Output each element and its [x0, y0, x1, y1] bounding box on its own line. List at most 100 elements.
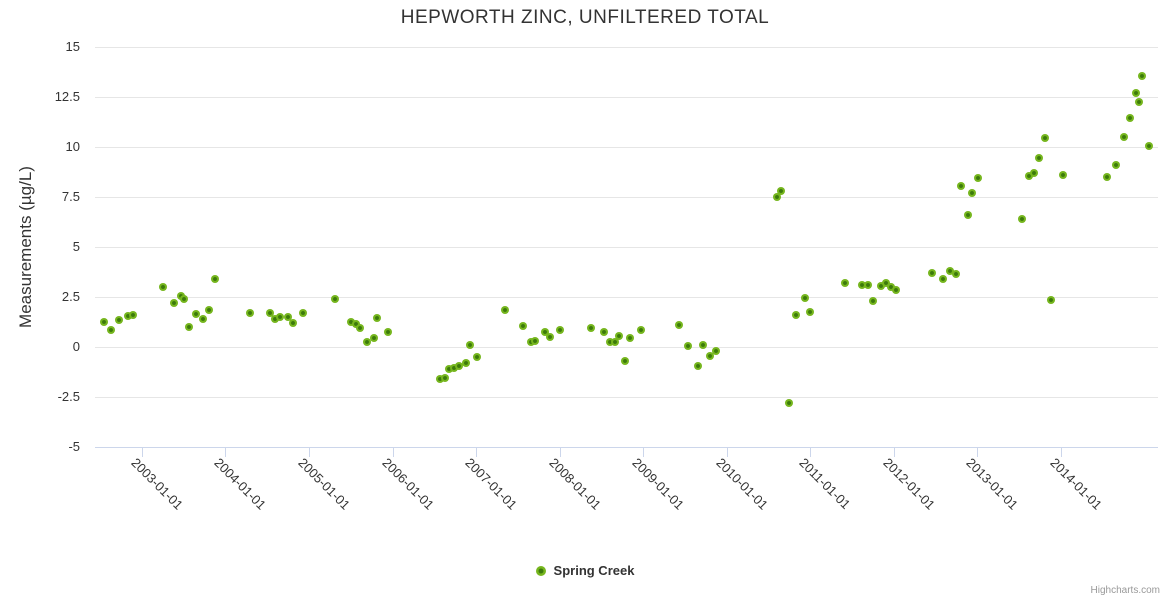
data-point[interactable] [951, 270, 960, 278]
data-point[interactable] [527, 338, 536, 347]
data-point[interactable] [540, 328, 549, 337]
data-point[interactable] [625, 334, 634, 342]
highcharts-credits-link[interactable]: Highcharts.com [1090, 585, 1160, 596]
data-point[interactable] [711, 347, 720, 355]
data-point[interactable] [881, 279, 890, 287]
data-point[interactable] [864, 281, 872, 290]
data-point[interactable] [441, 374, 450, 382]
data-point[interactable] [586, 324, 595, 332]
data-point[interactable] [1126, 113, 1135, 122]
data-point[interactable] [1132, 89, 1141, 98]
data-point[interactable] [1058, 171, 1067, 179]
data-point[interactable] [275, 312, 284, 321]
data-point[interactable] [945, 266, 954, 275]
data-point[interactable] [501, 306, 510, 314]
data-point[interactable] [956, 182, 965, 190]
data-point[interactable] [106, 325, 115, 334]
data-point[interactable] [614, 332, 623, 341]
data-point[interactable] [1035, 154, 1044, 163]
data-point[interactable] [841, 279, 850, 287]
data-point[interactable] [466, 341, 475, 350]
x-axis-tick [141, 447, 143, 457]
data-point[interactable] [886, 283, 895, 291]
data-point[interactable] [129, 311, 138, 319]
data-point[interactable] [964, 211, 973, 219]
data-point[interactable] [384, 327, 393, 336]
data-point[interactable] [675, 321, 684, 329]
data-point[interactable] [801, 294, 810, 303]
data-point[interactable] [777, 187, 786, 195]
y-gridline [95, 397, 1158, 398]
data-point[interactable] [123, 312, 132, 320]
data-point[interactable] [270, 314, 279, 323]
data-point[interactable] [1112, 161, 1121, 169]
data-point[interactable] [284, 313, 293, 322]
data-point[interactable] [115, 316, 124, 324]
data-point[interactable] [1144, 142, 1153, 150]
data-point[interactable] [192, 310, 201, 318]
data-point[interactable] [706, 352, 715, 360]
data-point[interactable] [556, 326, 565, 335]
data-point[interactable] [370, 334, 379, 343]
data-point[interactable] [1047, 296, 1056, 304]
data-point[interactable] [694, 361, 703, 370]
data-point[interactable] [546, 333, 555, 342]
legend-item-spring-creek[interactable]: Spring Creek [0, 563, 1170, 578]
data-point[interactable] [445, 364, 454, 373]
data-point[interactable] [170, 299, 179, 307]
data-point[interactable] [455, 362, 464, 371]
data-point[interactable] [858, 281, 867, 289]
data-point[interactable] [185, 323, 194, 331]
data-point[interactable] [1041, 134, 1050, 143]
data-point[interactable] [876, 282, 885, 290]
data-point[interactable] [605, 338, 614, 347]
data-point[interactable] [289, 318, 298, 327]
data-point[interactable] [330, 295, 339, 303]
data-point[interactable] [246, 308, 255, 317]
data-point[interactable] [892, 286, 901, 295]
data-point[interactable] [1138, 71, 1147, 80]
data-point[interactable] [100, 317, 109, 326]
data-point[interactable] [1119, 133, 1128, 142]
data-point[interactable] [1030, 169, 1039, 178]
data-point[interactable] [1103, 172, 1112, 181]
data-point[interactable] [620, 356, 629, 365]
data-point[interactable] [450, 364, 459, 372]
data-point[interactable] [518, 321, 527, 330]
data-point[interactable] [1017, 215, 1026, 223]
data-point[interactable] [299, 309, 308, 317]
data-point[interactable] [265, 309, 274, 317]
y-axis-tick-label: 12.5 [54, 89, 80, 104]
data-point[interactable] [699, 341, 708, 349]
data-point[interactable] [351, 320, 360, 329]
data-point[interactable] [684, 342, 693, 350]
data-point[interactable] [158, 283, 167, 291]
data-point[interactable] [610, 338, 619, 346]
data-point[interactable] [462, 359, 471, 367]
data-point[interactable] [373, 314, 382, 323]
data-point[interactable] [974, 173, 983, 182]
data-point[interactable] [967, 188, 976, 197]
data-point[interactable] [531, 337, 540, 346]
data-point[interactable] [792, 310, 801, 319]
data-point[interactable] [806, 308, 815, 317]
data-point[interactable] [205, 306, 214, 314]
data-point[interactable] [1134, 98, 1143, 107]
y-gridline [95, 147, 1158, 148]
data-point[interactable] [869, 297, 878, 305]
data-point[interactable] [198, 315, 207, 323]
data-point[interactable] [210, 275, 219, 283]
data-point[interactable] [636, 325, 645, 334]
data-point[interactable] [346, 317, 355, 326]
data-point[interactable] [1025, 171, 1034, 180]
data-point[interactable] [599, 328, 608, 336]
data-point[interactable] [472, 353, 481, 361]
data-point[interactable] [772, 192, 781, 201]
data-point[interactable] [939, 275, 948, 283]
data-point[interactable] [180, 295, 189, 303]
data-point[interactable] [363, 337, 372, 346]
data-point[interactable] [927, 269, 936, 277]
data-point[interactable] [785, 399, 794, 407]
data-point[interactable] [355, 323, 364, 332]
data-point[interactable] [436, 375, 445, 383]
